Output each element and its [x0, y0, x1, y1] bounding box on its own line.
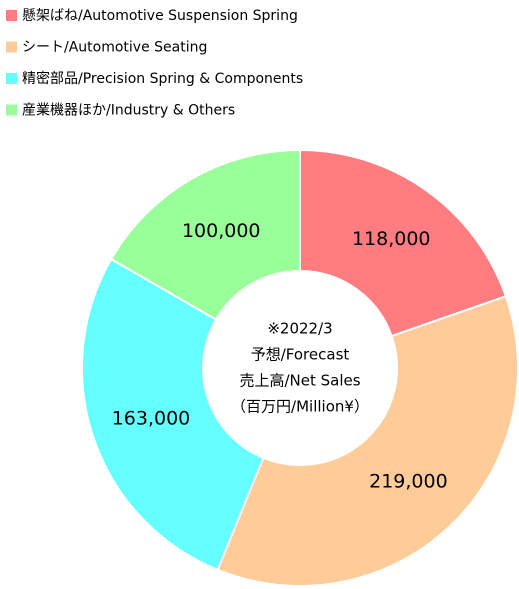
legend-label: 精密部品/Precision Spring & Components — [22, 70, 303, 87]
legend-swatch — [6, 73, 17, 84]
legend-label: シート/Automotive Seating — [22, 40, 207, 56]
legend-swatch — [6, 10, 17, 21]
value-label: 163,000 — [112, 408, 191, 430]
legend-swatch — [6, 104, 17, 116]
center-text: ※2022/3 — [267, 320, 332, 338]
legend-label: 懸架ばね/Automotive Suspension Spring — [22, 8, 298, 24]
slice — [299, 148, 508, 338]
value-label: 100,000 — [182, 220, 261, 242]
slice — [109, 148, 301, 321]
slice — [216, 295, 519, 587]
legend-swatch — [6, 41, 17, 53]
slice — [81, 257, 265, 572]
center-text: 売上高/Net Sales — [239, 372, 360, 390]
value-label: 219,000 — [369, 471, 448, 493]
center-text: （百万円/Million¥） — [231, 398, 369, 416]
value-label: 118,000 — [352, 228, 431, 250]
legend-label: 産業機器ほか/Industry & Others — [22, 103, 235, 119]
center-text: 予想/Forecast — [251, 346, 350, 364]
